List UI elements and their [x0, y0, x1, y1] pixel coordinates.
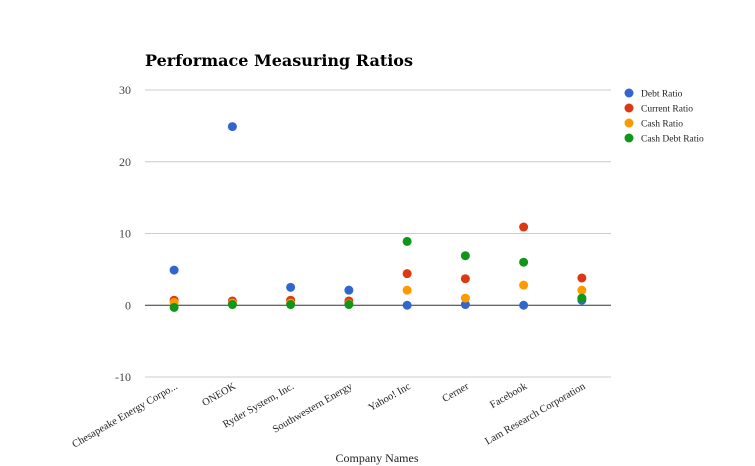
legend-label[interactable]: Debt Ratio	[641, 90, 683, 100]
data-point-current-ratio[interactable]	[402, 269, 412, 279]
data-point-debt-ratio[interactable]	[519, 300, 529, 310]
x-category-label: Chesapeake Energy Corpo...	[70, 381, 179, 450]
data-point-cash-debt-ratio[interactable]	[402, 236, 412, 246]
data-point-cash-debt-ratio[interactable]	[227, 300, 237, 310]
legend-marker[interactable]	[624, 133, 634, 143]
legend-label[interactable]: Cash Debt Ratio	[641, 135, 704, 145]
legend-marker[interactable]	[624, 118, 634, 128]
legend-label[interactable]: Current Ratio	[641, 105, 693, 115]
data-point-debt-ratio[interactable]	[227, 122, 237, 132]
legend-marker[interactable]	[624, 88, 634, 98]
x-category-label: Yahoo! Inc	[367, 381, 413, 414]
y-axis-ticks: -10 0 10 20 30	[115, 83, 131, 384]
x-category-label: Cerner	[441, 381, 472, 405]
chart-title: Performace Measuring Ratios	[145, 51, 413, 70]
y-tick-label: 0	[125, 298, 131, 312]
data-point-cash-ratio[interactable]	[519, 280, 529, 290]
data-point-cash-debt-ratio[interactable]	[286, 300, 296, 310]
data-point-cash-debt-ratio[interactable]	[577, 293, 587, 303]
legend-marker[interactable]	[624, 103, 634, 113]
data-point-cash-debt-ratio[interactable]	[460, 251, 470, 261]
data-point-cash-debt-ratio[interactable]	[344, 300, 354, 310]
gridlines	[145, 89, 611, 378]
y-tick-label: -10	[115, 370, 131, 384]
data-points	[169, 122, 587, 312]
data-point-debt-ratio[interactable]	[286, 282, 296, 292]
data-point-cash-debt-ratio[interactable]	[169, 302, 179, 312]
y-tick-label: 10	[119, 227, 131, 241]
data-point-current-ratio[interactable]	[577, 273, 587, 283]
legend: Debt Ratio Current Ratio Cash Ratio Cash De…	[624, 88, 704, 145]
data-point-debt-ratio[interactable]	[344, 285, 354, 295]
data-point-current-ratio[interactable]	[519, 222, 529, 232]
x-category-label: Facebook	[488, 381, 530, 411]
y-tick-label: 20	[119, 155, 131, 169]
data-point-current-ratio[interactable]	[460, 274, 470, 284]
x-category-label: Lam Research Corporation	[483, 381, 588, 448]
x-category-label: ONEOK	[201, 381, 239, 409]
y-tick-label: 30	[119, 83, 131, 97]
data-point-debt-ratio[interactable]	[169, 265, 179, 275]
data-point-cash-ratio[interactable]	[460, 293, 470, 303]
data-point-debt-ratio[interactable]	[402, 300, 412, 310]
data-point-cash-ratio[interactable]	[402, 285, 412, 295]
data-point-cash-ratio[interactable]	[577, 285, 587, 295]
data-point-cash-debt-ratio[interactable]	[519, 257, 529, 267]
legend-label[interactable]: Cash Ratio	[641, 120, 683, 130]
x-axis-label: Company Names	[336, 451, 419, 465]
data-point-debt-ratio[interactable]	[460, 300, 470, 310]
